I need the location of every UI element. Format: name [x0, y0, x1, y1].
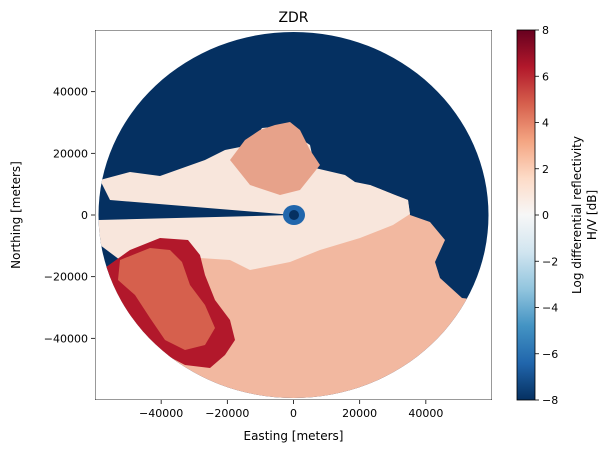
- y-tick-label: 0: [81, 209, 88, 222]
- colorbar-tick-label: −4: [542, 302, 558, 315]
- y-axis: −40000 −20000 0 20000 40000: [44, 86, 95, 345]
- plot-area: [95, 30, 492, 400]
- echo-central-precip: [98, 126, 410, 270]
- y-tick-label: −20000: [44, 271, 88, 284]
- x-axis: −40000 −20000 0 20000 40000: [139, 400, 443, 420]
- x-tick-label: 20000: [342, 407, 377, 420]
- colorbar-bar: [516, 29, 536, 401]
- x-tick-label: 40000: [408, 407, 443, 420]
- colorbar-ticks: 8 6 4 2 0 −2 −4 −6 −8: [535, 24, 558, 407]
- radar-field: [98, 32, 489, 398]
- colorbar-tick-label: −6: [542, 348, 558, 361]
- x-tick-label: −40000: [139, 407, 183, 420]
- colorbar-tick-label: 0: [542, 209, 549, 222]
- colorbar-tick-label: 8: [542, 24, 549, 37]
- echo-north-streaks: [230, 122, 320, 195]
- colorbar-label-line1: Log differential reflectivity: [570, 136, 584, 294]
- colorbar-tick-label: 4: [542, 117, 549, 130]
- echo-west-band-inner: [118, 248, 215, 350]
- colorbar-label-line2: H/V [dB]: [585, 190, 599, 240]
- colorbar-tick-label: −2: [542, 255, 558, 268]
- y-axis-label: Northing [meters]: [9, 161, 23, 269]
- colorbar-tick-label: −8: [542, 394, 558, 407]
- colorbar-tick-label: 2: [542, 163, 549, 176]
- chart-title: ZDR: [278, 10, 308, 26]
- y-tick-label: 40000: [53, 86, 88, 99]
- x-tick-label: −20000: [205, 407, 249, 420]
- x-axis-label: Easting [meters]: [244, 429, 344, 443]
- y-tick-label: −40000: [44, 332, 88, 345]
- colorbar-tick-label: 6: [542, 70, 549, 83]
- x-tick-label: 0: [290, 407, 297, 420]
- y-tick-label: 20000: [53, 147, 88, 160]
- colorbar: 8 6 4 2 0 −2 −4 −6 −8 Log differential reflectiv…: [516, 24, 599, 407]
